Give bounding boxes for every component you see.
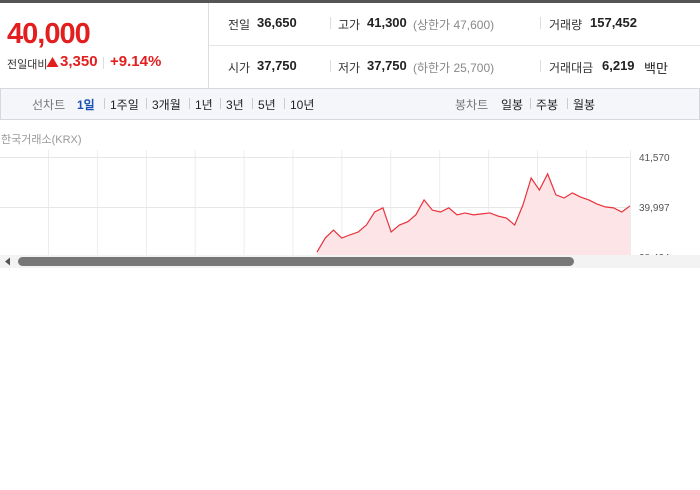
tab-sep [189,98,190,109]
tab[interactable]: 10년 [290,98,315,112]
sep [103,57,104,69]
change-rate: +9.14% [110,53,162,70]
tab-sep [284,98,285,109]
label: 거래대금 [549,61,594,75]
note: (하한가 25,700) [413,61,495,75]
tab[interactable]: 주봉 [536,98,559,112]
unit: 백만 [644,61,668,76]
tab-group-label: 선차트 [32,98,66,112]
tab-group-label: 봉차트 [455,98,489,112]
up-arrow [46,57,59,67]
value: 157,452 [590,15,637,30]
sep [330,17,331,29]
label: 저가 [338,61,361,75]
price-line [316,172,631,253]
sep [540,60,541,72]
divider [208,3,209,88]
tab-sep [530,98,531,109]
tab[interactable]: 3개월 [152,98,181,112]
y-tick-label: 41,570 [639,153,670,164]
change: 3,350 [60,53,98,70]
current-price: 40,000 [7,18,91,50]
area [317,173,630,255]
y-tick-label: 39,997 [639,203,670,214]
top-border [0,0,700,3]
value: 36,650 [257,15,297,30]
source: 한국거래소(KRX) [1,134,82,146]
tab-sep [146,98,147,109]
tab-bar [0,88,700,120]
tab[interactable]: 1년 [195,98,213,112]
tab-sep [220,98,221,109]
value: 37,750 [257,58,297,73]
change-label: 전일대비 [7,59,48,71]
tab[interactable]: 일봉 [501,98,524,112]
label: 전일 [228,18,251,32]
tab-sep [252,98,253,109]
tab[interactable]: 월봉 [573,98,596,112]
scroll-thumb[interactable] [18,257,574,266]
tab[interactable]: 5년 [258,98,276,112]
tab[interactable]: 1일 [77,98,95,112]
tab-sep [104,98,105,109]
label: 고가 [338,18,361,32]
divider [209,45,700,46]
label: 거래량 [549,18,583,32]
label: 시가 [228,61,251,75]
chart: 41,570 39,997 38,424 [0,150,670,255]
scroll-left[interactable] [4,257,12,266]
note: (상한가 47,600) [413,18,495,32]
y-tick-label: 38,424 [639,253,670,255]
tab[interactable]: 3년 [226,98,244,112]
tab-sep [567,98,568,109]
value: 6,219 [602,58,635,73]
value: 37,750 [367,58,407,73]
tab[interactable]: 1주일 [110,98,139,112]
sep [330,60,331,72]
value: 41,300 [367,15,407,30]
sep [540,17,541,29]
